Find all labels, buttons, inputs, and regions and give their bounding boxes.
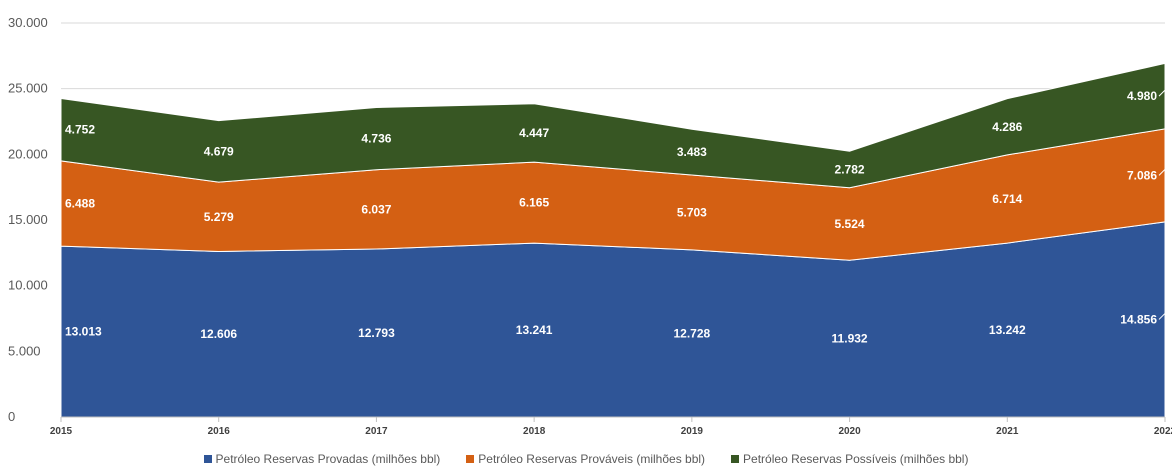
data-label: 4.679 (204, 144, 234, 158)
legend-item: Petróleo Reservas Provadas (milhões bbl) (203, 452, 441, 466)
data-label: 4.980 (1127, 89, 1157, 103)
y-axis: 0 5.000 10.000 15.000 20.000 25.000 30.000 (8, 15, 48, 424)
x-tick-label: 2017 (365, 426, 388, 437)
series-areas (60, 62, 1166, 418)
x-tick-label: 2019 (681, 426, 704, 437)
data-label: 13.242 (989, 323, 1026, 337)
leader-line (1158, 89, 1166, 97)
legend-item: Petróleo Reservas Prováveis (milhões bbl… (466, 452, 705, 466)
data-label: 6.488 (65, 196, 95, 210)
y-tick-label: 15.000 (8, 212, 48, 227)
legend-label: Petróleo Reservas Provadas (milhões bbl) (215, 452, 441, 466)
area-series-3 (60, 62, 1166, 189)
x-tick-label: 2022 (1154, 426, 1172, 437)
data-label: 13.013 (65, 325, 102, 339)
data-label: 12.793 (358, 326, 395, 340)
y-tick-label: 0 (8, 409, 15, 424)
x-tick-label: 2021 (996, 426, 1019, 437)
data-label: 4.752 (65, 123, 95, 137)
legend-label: Petróleo Reservas Possíveis (milhões bbl… (743, 452, 969, 466)
y-tick-label: 5.000 (8, 343, 41, 358)
leader-line (1158, 313, 1166, 320)
legend-swatch (203, 455, 212, 463)
data-label: 6.165 (519, 196, 549, 210)
legend-item: Petróleo Reservas Possíveis (milhões bbl… (731, 452, 968, 466)
data-label: 13.241 (516, 323, 553, 337)
y-tick-label: 10.000 (8, 278, 48, 293)
x-tick-label: 2020 (838, 426, 861, 437)
data-label: 11.932 (832, 332, 868, 346)
x-tick-label: 2016 (208, 426, 231, 437)
y-tick-label: 30.000 (8, 15, 48, 30)
data-label: 4.447 (519, 126, 549, 140)
data-label: 4.286 (992, 120, 1022, 134)
data-label: 2.782 (835, 162, 865, 176)
y-tick-label: 25.000 (8, 81, 48, 96)
data-labels: 13.013 12.606 12.793 13.241 12.728 11.932 13.2… (65, 89, 1166, 346)
data-label: 12.606 (200, 327, 237, 341)
legend-label: Petróleo Reservas Prováveis (milhões bbl… (478, 452, 706, 466)
x-tick-label: 2015 (50, 426, 73, 437)
legend-swatch (466, 455, 475, 463)
x-axis: 2015 2016 2017 2018 2019 2020 2021 2022 (50, 416, 1172, 437)
data-label: 12.728 (674, 326, 711, 340)
data-label: 5.279 (204, 210, 234, 224)
data-label: 5.703 (677, 205, 707, 219)
data-label: 4.736 (361, 132, 391, 146)
y-tick-label: 20.000 (8, 146, 48, 161)
data-label: 7.086 (1127, 168, 1157, 182)
leader-line (1158, 169, 1166, 176)
data-label: 3.483 (677, 145, 707, 159)
data-label: 14.856 (1120, 312, 1157, 326)
data-label: 6.714 (992, 192, 1022, 206)
x-tick-label: 2018 (523, 426, 546, 437)
legend-swatch (731, 455, 740, 463)
data-label: 5.524 (835, 217, 865, 231)
stacked-area-chart: 0 5.000 10.000 15.000 20.000 25.000 30.000 201… (8, 15, 1172, 437)
legend: Petróleo Reservas Provadas (milhões bbl)… (0, 449, 1172, 469)
data-label: 6.037 (361, 202, 391, 216)
